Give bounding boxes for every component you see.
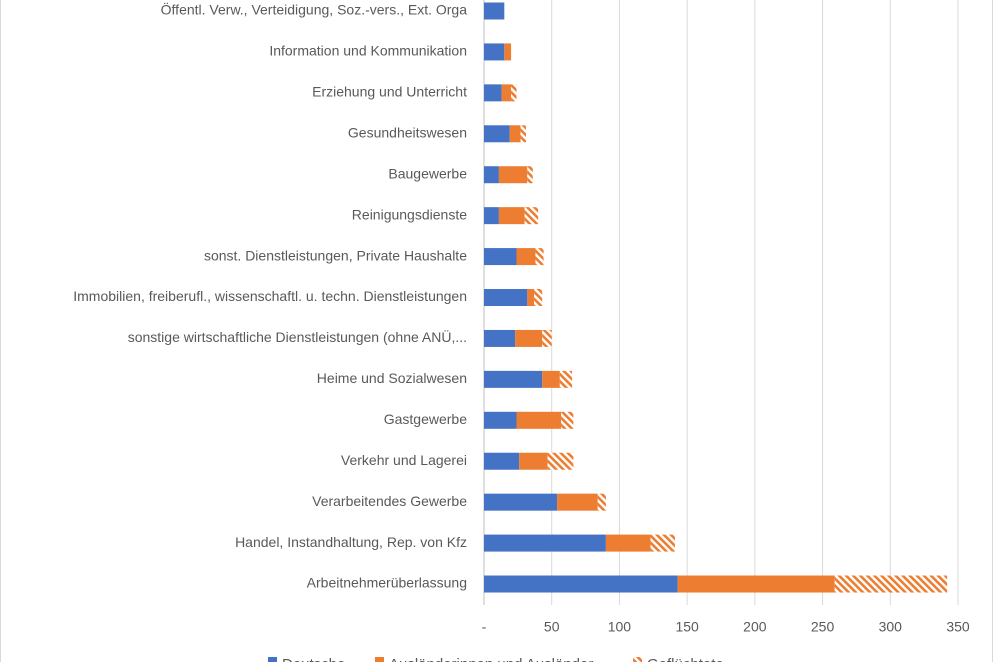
y-tick-label: Immobilien, freiberufl., wissenschaftl. … (73, 288, 467, 304)
bar-segment (484, 207, 499, 225)
legend-label: Geflüchtete (647, 656, 724, 662)
bar-segment (542, 329, 552, 347)
bar-segment (527, 166, 533, 184)
bar-segment (597, 493, 606, 511)
bar-segment (677, 575, 835, 593)
bar-segment (547, 452, 574, 470)
x-tick-label: 50 (544, 619, 560, 635)
legend-swatch (375, 657, 384, 662)
bar-segment (504, 43, 512, 61)
y-tick-label: sonst. Dienstleistungen, Private Haushal… (204, 247, 467, 263)
y-tick-label: Verkehr und Lagerei (341, 452, 467, 468)
bar-segment (509, 125, 521, 143)
bar-segment (484, 493, 558, 511)
bar-segment (834, 575, 948, 593)
legend-label: Deutsche (282, 656, 345, 662)
y-tick-label: Heime und Sozialwesen (317, 370, 467, 386)
bar-segment (484, 289, 528, 307)
x-tick-label: 250 (811, 619, 835, 635)
y-tick-label: Arbeitnehmerüberlassung (307, 575, 467, 591)
x-tick-label: 150 (675, 619, 699, 635)
y-tick-label: Erziehung und Unterricht (312, 84, 467, 100)
bar-segment (484, 452, 520, 470)
y-tick-label: Baugewerbe (388, 165, 467, 181)
bar-segment (527, 289, 535, 307)
bar-segment (484, 248, 517, 266)
bar-segment (511, 84, 517, 102)
bar-segment (484, 43, 505, 61)
bar-segment (484, 534, 606, 552)
y-tick-label: sonstige wirtschaftliche Dienstleistunge… (128, 328, 467, 345)
bar-segment (516, 248, 536, 266)
x-tick-label: 350 (946, 619, 970, 635)
bar-segment (484, 2, 505, 20)
bar-segment (498, 207, 525, 225)
y-tick-label: Gesundheitswesen (348, 124, 467, 140)
x-tick-label: 300 (879, 619, 903, 635)
bar-segment (484, 84, 502, 102)
legend-label: Ausländerinnen und Ausländer (389, 656, 593, 662)
y-tick-label: Handel, Instandhaltung, Rep. von Kfz (235, 534, 467, 550)
bar-segment (535, 248, 544, 266)
y-tick-label: Öffentl. Verw., Verteidigung, Soz.-vers.… (161, 1, 468, 18)
bar-segment (484, 575, 678, 593)
bar-segment (557, 493, 598, 511)
bar-segment (484, 411, 517, 429)
bar-segment (559, 370, 573, 388)
bar-segment (484, 370, 543, 388)
bar-segment (515, 329, 543, 347)
y-tick-label: Information und Kommunikation (269, 43, 467, 59)
legend-swatch (633, 657, 642, 662)
legend-swatch (268, 657, 277, 662)
bar-segment (484, 166, 499, 184)
y-tick-label: Gastgewerbe (384, 411, 467, 427)
bar-segment (605, 534, 651, 552)
bar-segment (484, 329, 516, 347)
bar-segment (520, 125, 526, 143)
bar-segment (561, 411, 574, 429)
bar-segment (516, 411, 562, 429)
bar-segment (650, 534, 675, 552)
bar-segment (498, 166, 528, 184)
bar-segment (542, 370, 560, 388)
y-tick-label: Reinigungsdienste (352, 206, 467, 222)
bar-segment (519, 452, 548, 470)
x-tick-label: 100 (608, 619, 632, 635)
bar-segment (484, 125, 510, 143)
x-tick-label: 200 (743, 619, 767, 635)
bar-segment (501, 84, 512, 102)
y-tick-label: Verarbeitendes Gewerbe (312, 493, 467, 509)
x-tick-label: - (482, 619, 487, 635)
bar-segment (534, 289, 543, 307)
bar-segment (524, 207, 539, 225)
